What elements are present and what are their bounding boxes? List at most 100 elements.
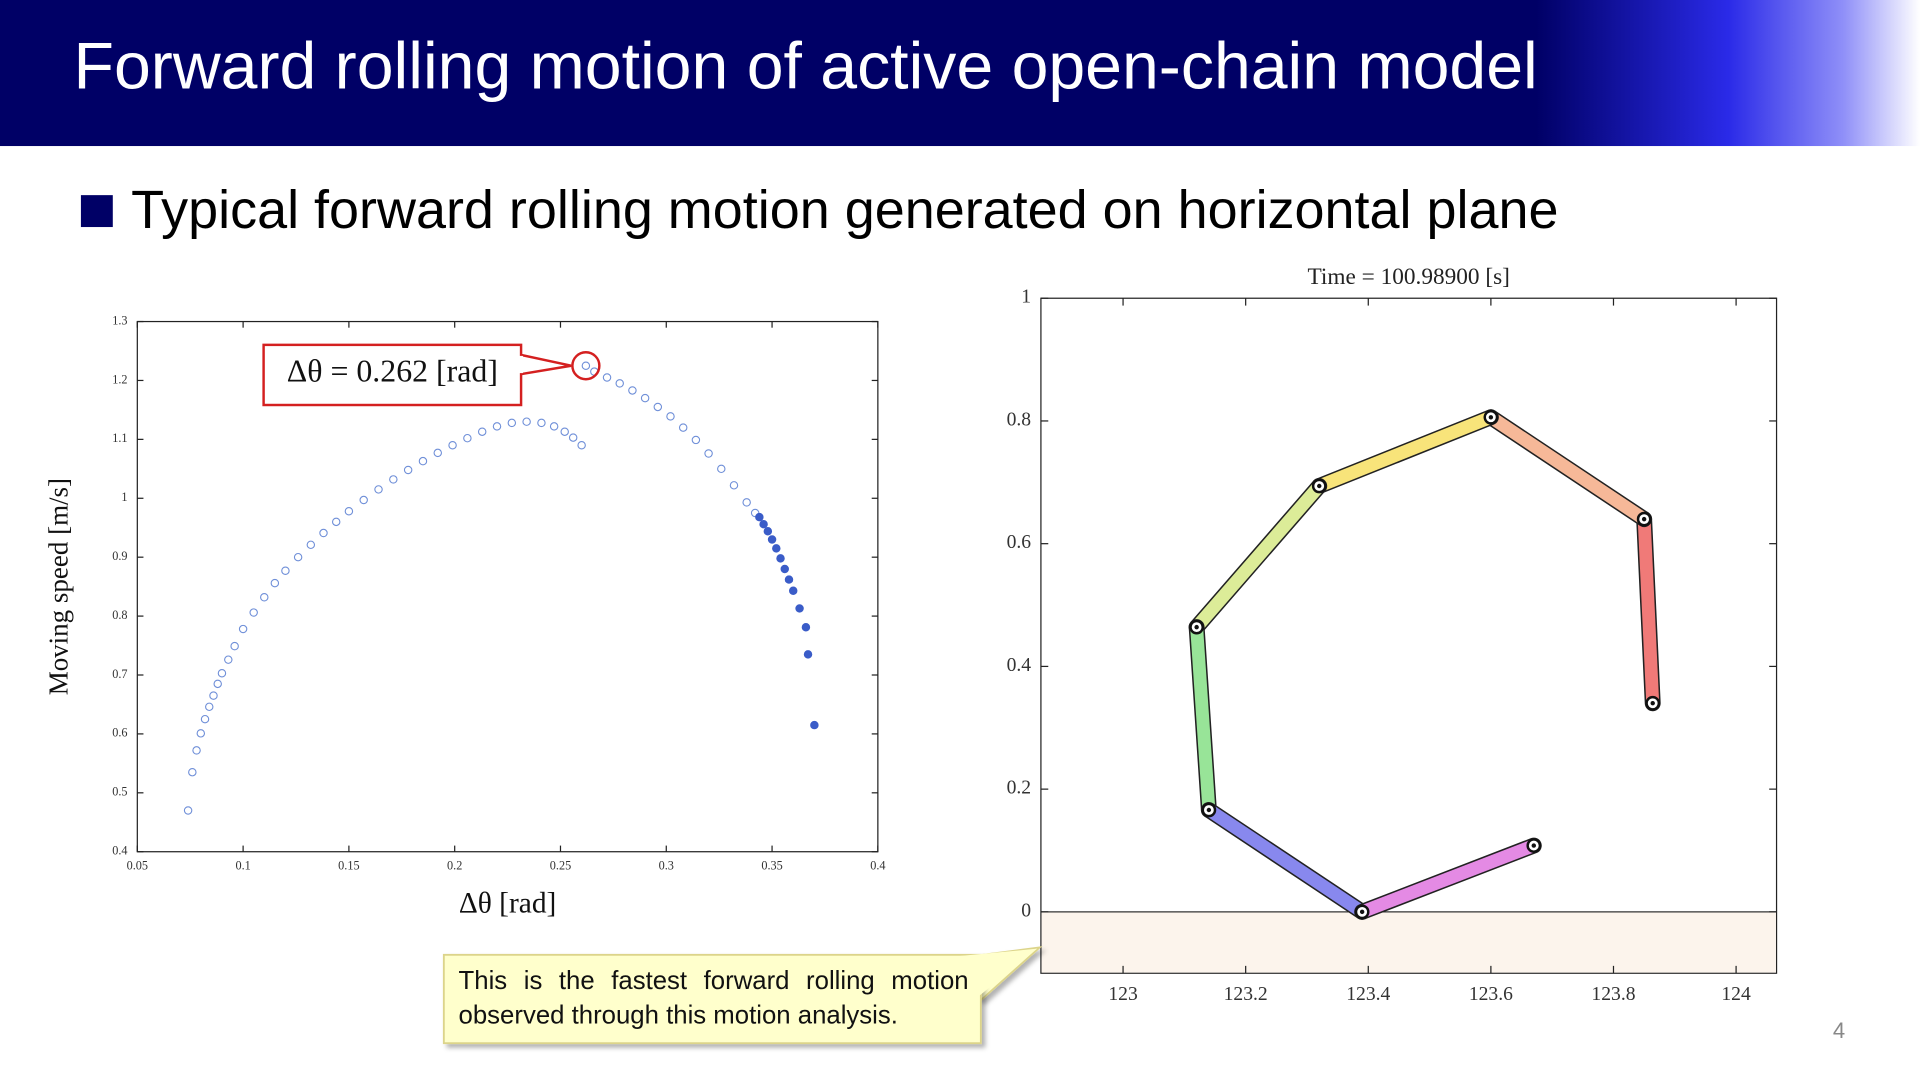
y-tick-label: 0.2 <box>1007 778 1032 799</box>
y-tick-label: 0 <box>1021 900 1031 921</box>
callout: This is the fastest forward rolling moti… <box>442 946 1043 1045</box>
data-point <box>374 485 383 494</box>
data-point <box>549 422 559 431</box>
bullet-text: Typical forward rolling motion generated… <box>131 180 1558 240</box>
data-point <box>293 552 303 562</box>
data-point <box>344 506 354 516</box>
data-point <box>776 554 785 563</box>
data-point <box>628 386 637 395</box>
data-point <box>767 535 777 544</box>
x-tick-label: 0.05 <box>127 858 148 872</box>
data-point <box>463 433 472 443</box>
data-point <box>759 519 768 529</box>
y-tick-label: 1.1 <box>112 431 127 445</box>
x-tick-label: 0.35 <box>761 858 782 872</box>
joint-pin <box>1641 516 1647 522</box>
data-point <box>784 575 794 584</box>
link <box>1190 479 1326 634</box>
data-point <box>704 449 713 458</box>
data-point <box>260 593 269 602</box>
data-point <box>331 517 341 527</box>
y-tick-label: 1 <box>1021 287 1031 308</box>
y-tick-label: 1.3 <box>112 313 127 327</box>
link <box>1484 410 1651 526</box>
link <box>1637 512 1660 710</box>
data-point <box>640 393 650 403</box>
data-point <box>581 361 591 370</box>
x-tick-label: 0.1 <box>235 858 250 872</box>
data-point <box>755 512 764 522</box>
y-tick-label: 1.2 <box>112 372 127 386</box>
data-point <box>522 417 531 426</box>
data-point <box>389 475 398 484</box>
y-tick-label: 0.6 <box>112 726 127 740</box>
data-point <box>213 679 222 689</box>
data-point <box>359 495 368 505</box>
data-point <box>200 714 210 724</box>
slide-title: Forward rolling motion of active open-ch… <box>74 30 1538 104</box>
data-point <box>788 586 798 595</box>
data-point <box>319 528 328 538</box>
x-tick-label: 0.4 <box>870 858 885 872</box>
y-tick-label: 1 <box>121 490 127 504</box>
data-point <box>183 806 193 815</box>
data-point <box>192 746 201 755</box>
data-point <box>403 465 413 475</box>
data-point <box>666 412 675 421</box>
y-tick-label: 0.5 <box>112 785 127 799</box>
data-point <box>691 435 701 445</box>
data-point <box>249 608 258 617</box>
data-point <box>780 564 789 574</box>
data-point <box>772 544 781 553</box>
data-point <box>448 441 457 450</box>
joint-pin <box>1317 483 1322 489</box>
y-tick-label: 0.7 <box>112 667 127 681</box>
y-tick-label: 0.4 <box>1007 655 1032 676</box>
y-tick-label: 0.8 <box>1007 409 1032 430</box>
data-point <box>418 456 428 466</box>
data-point <box>217 668 227 678</box>
highlight-circle <box>571 351 601 381</box>
chain-chart: 123 123.2 123.4 123.6 123.8 124 0 0.2 0.4 0.6 0.8 1… <box>1007 264 1778 1005</box>
data-point <box>801 623 811 632</box>
data-point <box>281 566 290 575</box>
data-point <box>306 540 316 550</box>
data-point <box>205 702 214 712</box>
joint-pin <box>1359 909 1365 915</box>
x-tick-label: 0.2 <box>447 858 462 872</box>
x-tick-label: 123.6 <box>1469 984 1513 1005</box>
y-tick-label: 0.4 <box>112 844 127 858</box>
data-point <box>224 655 233 664</box>
data-point <box>433 448 442 458</box>
joint-pin <box>1206 807 1212 813</box>
header-band <box>0 0 1920 147</box>
data-point <box>729 481 739 490</box>
joint-pin <box>1194 624 1199 630</box>
y-tick-label: 0.6 <box>1007 532 1032 553</box>
scatter-chart: 0.05 0.1 0.15 0.2 0.25 0.3 0.35 0.4 0.4 0.5 0.6 0.7… <box>43 313 885 919</box>
data-point <box>568 433 578 442</box>
joint-pin <box>1488 415 1494 420</box>
callout-holder: This is the fastest forward rolling moti… <box>459 967 969 1030</box>
data-point <box>763 527 773 536</box>
page-number: 4 <box>1833 1018 1845 1043</box>
data-point <box>209 691 218 700</box>
callout-pointer-fill <box>946 948 1038 997</box>
link <box>1312 410 1498 493</box>
x-tick-label: 123.2 <box>1224 984 1268 1005</box>
y-tick-label: 0.8 <box>112 608 127 622</box>
link <box>1190 620 1216 817</box>
x-tick-label: 123.8 <box>1591 984 1635 1005</box>
ground <box>1041 911 1776 973</box>
x-tick-label: 0.25 <box>550 858 571 872</box>
data-point <box>537 418 546 428</box>
data-point <box>615 379 624 388</box>
annotation-box <box>262 343 523 407</box>
annotation-text: Δθ = 0.262 [rad] <box>287 354 498 389</box>
link <box>1355 839 1541 919</box>
data-point <box>795 604 804 613</box>
data-point <box>577 441 586 450</box>
data-point <box>188 767 197 777</box>
